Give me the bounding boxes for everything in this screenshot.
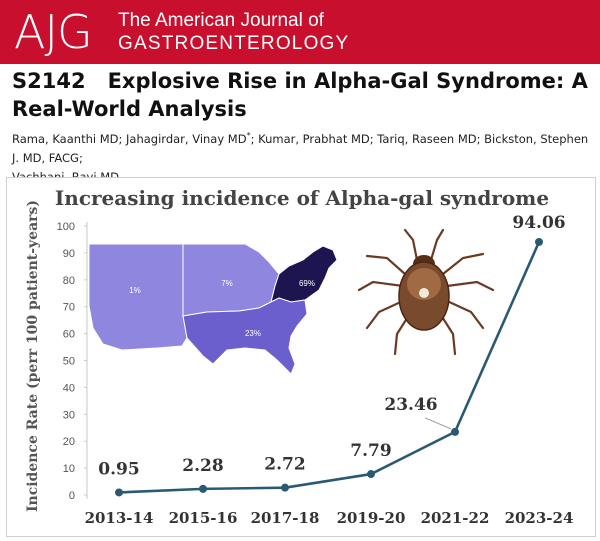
series-line (118, 241, 541, 494)
y-tick-label: 60 (63, 329, 75, 341)
y-tick-label: 30 (63, 409, 75, 421)
authors-line1b: ; Kumar, Prabhat MD; Tariq, Raseen MD; B… (12, 131, 589, 165)
data-label: 2.72 (264, 455, 305, 475)
data-point (535, 237, 543, 246)
authors-line1: Rama, Kaanthi MD; Jahagirdar, Vinay MD (12, 131, 247, 146)
x-tick-label: 2017-18 (251, 509, 320, 527)
journal-header: AJG The American Journal of GASTROENTERO… (0, 0, 600, 64)
map-label-midwest: 7% (221, 279, 233, 288)
data-point (451, 427, 459, 436)
abstract-title: S2142 Explosive Rise in Alpha-Gal Syndrom… (12, 67, 592, 123)
y-tick-label: 0 (69, 490, 75, 502)
figure-panel: Increasing incidence of Alpha-gal syndro… (6, 177, 596, 537)
journal-name-line2: GASTROENTEROLOGY (118, 33, 350, 54)
y-tick-label: 100 (57, 221, 75, 233)
data-point (367, 470, 375, 479)
journal-logo[interactable]: AJG (14, 5, 93, 59)
x-tick-label: 2015-16 (169, 509, 238, 527)
chart-title: Increasing incidence of Alpha-gal syndro… (55, 186, 549, 210)
author-list: Rama, Kaanthi MD; Jahagirdar, Vinay MD*;… (12, 126, 598, 187)
y-tick-label: 90 (63, 248, 75, 260)
data-label: 94.06 (512, 213, 565, 233)
data-label-leader (424, 417, 452, 430)
y-tick-label: 40 (63, 382, 75, 394)
data-point (199, 484, 207, 493)
y-tick-label: 50 (63, 356, 75, 368)
incidence-chart: Increasing incidence of Alpha-gal syndro… (25, 186, 574, 527)
x-tick-label: 2013-14 (85, 509, 154, 527)
x-tick-label: 2019-20 (337, 509, 406, 527)
y-axis-label: Incidence Rate (perr 100 patient-years) (25, 200, 41, 512)
y-tick-label: 20 (63, 436, 75, 448)
map-region-northeast (270, 245, 338, 303)
y-tick-label: 10 (63, 463, 75, 475)
data-label: 2.28 (182, 456, 223, 476)
map-label-west: 1% (129, 286, 141, 295)
us-map: 1% 7% 69% 23% (88, 243, 338, 375)
map-label-south: 23% (245, 329, 261, 338)
abstract-id: S2142 (12, 69, 86, 93)
data-label: 23.46 (384, 395, 437, 415)
data-point (281, 483, 289, 492)
x-tick-label: 2021-22 (421, 509, 490, 527)
x-tick-label: 2023-24 (505, 509, 574, 527)
y-tick-label: 80 (63, 275, 75, 287)
map-label-northeast: 69% (299, 279, 315, 288)
data-label: 0.95 (98, 459, 139, 479)
map-region-south (182, 297, 308, 375)
y-tick-label: 70 (63, 302, 75, 314)
data-point (115, 488, 123, 497)
journal-name: The American Journal of GASTROENTEROLOGY (118, 9, 349, 55)
map-region-west (88, 243, 188, 351)
tick-illustration (357, 228, 495, 356)
data-label: 7.79 (350, 441, 391, 461)
abstract-title-text: Explosive Rise in Alpha-Gal Syndrome: A … (12, 69, 588, 121)
journal-name-line1: The American Journal of (118, 10, 324, 31)
authors-footnote-mark: * (246, 131, 251, 140)
